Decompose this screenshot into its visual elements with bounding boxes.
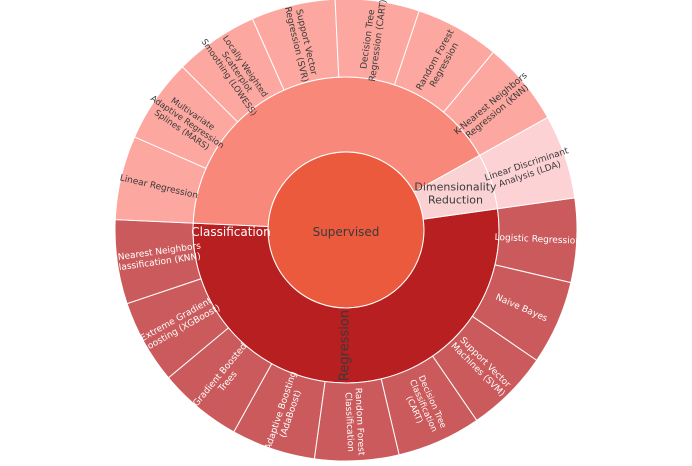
label-random-forest-classification: Random ForestClassification <box>342 388 366 457</box>
label-regression: Regression <box>338 310 353 381</box>
label-dimensionality-reduction: Dimensionality Reduction <box>414 181 497 207</box>
sector-linear-discriminant-analysis-lda <box>478 116 576 210</box>
sunburst-arcs <box>114 0 578 462</box>
label-classification: Classification <box>191 225 270 239</box>
label-supervised: Supervised <box>313 225 380 239</box>
label-logistic-regression: Logistic Regression <box>494 233 581 247</box>
